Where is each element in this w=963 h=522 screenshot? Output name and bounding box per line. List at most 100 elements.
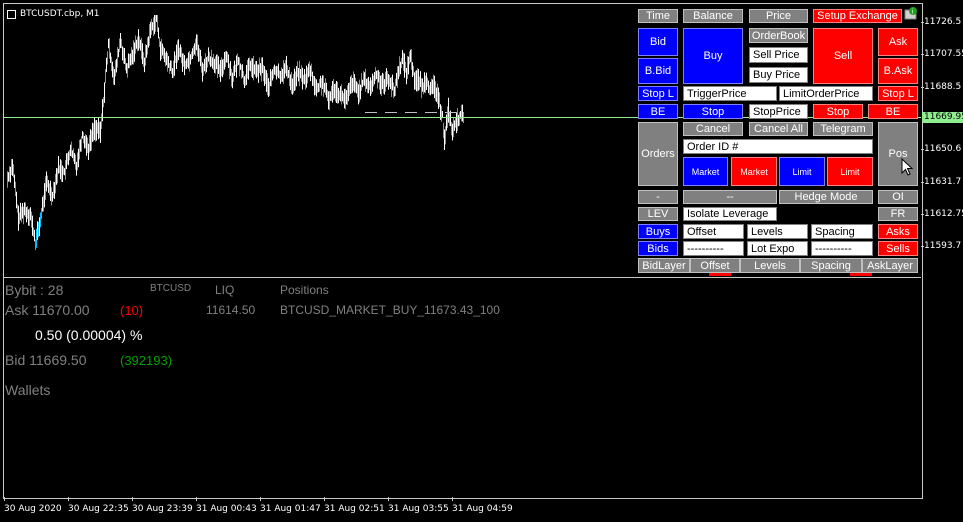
sells-button[interactable]: Sells [878,241,918,256]
offset-layer-button[interactable]: Offset [690,258,740,273]
exchange-status-icon[interactable]: i [904,6,918,20]
x-label: 30 Aug 2020 [4,504,62,514]
sell-price-field[interactable]: Sell Price [749,47,808,63]
x-tick [260,497,261,501]
x-label: 30 Aug 22:35 [68,504,129,514]
levels-field[interactable]: Levels [747,224,808,239]
symbol-label: BTCUSD [150,283,192,294]
trigger-price-field[interactable]: TriggerPrice [683,86,777,101]
x-tick [452,497,453,501]
bid-price: Bid 11669.50 [5,352,87,368]
bid-size: (392193) [120,353,173,368]
stop-buy-button[interactable]: Stop [683,104,743,119]
y-tick [921,149,924,150]
layer-indicator [850,273,872,276]
limit-sell-button[interactable]: Limit [827,157,873,186]
wallets-label: Wallets [5,382,51,398]
ask-size: (10) [120,303,144,318]
x-tick [4,497,5,501]
buys-button[interactable]: Buys [638,224,678,239]
balance-button[interactable]: Balance [683,9,743,23]
chart-icon [7,9,16,19]
ask-button[interactable]: Ask [878,28,918,56]
spread-value: 0.50 (0.00004) % [35,327,143,343]
svg-text:i: i [912,9,914,16]
market-buy-button[interactable]: Market [683,157,728,186]
position-entry[interactable]: BTCUSD_MARKET_BUY_11673.43_100 [280,303,500,317]
liq-header: LIQ [215,283,235,297]
mouse-cursor-icon [901,158,914,176]
x-tick [388,497,389,501]
x-tick [196,497,197,501]
candlestick-series [7,15,464,251]
b-bid-button[interactable]: B.Bid [638,58,678,84]
y-tick [921,22,924,23]
ask-layer-button[interactable]: AskLayer [862,258,918,273]
ask-price: Ask 11670.00 [5,302,90,318]
exchange-label: Bybit : 28 [5,282,64,298]
oi-button[interactable]: OI [878,190,918,204]
b-ask-button[interactable]: B.Ask [878,58,918,84]
y-label: 11726.5 [924,17,962,27]
telegram-button[interactable]: Telegram [813,122,873,136]
stop-l-right-button[interactable]: Stop L [878,86,918,101]
buy-price-field[interactable]: Buy Price [749,67,808,83]
order-id-field[interactable]: Order ID # [683,139,873,154]
x-label: 31 Aug 00:43 [196,504,257,514]
x-label: 31 Aug 04:59 [452,504,513,514]
be-right-button[interactable]: BE [868,104,918,119]
panel-separator [4,277,921,278]
pos-button[interactable]: Pos [878,122,918,186]
setup-exchange-button[interactable]: Setup Exchange [813,9,902,23]
offset-field[interactable]: Offset [683,224,744,239]
orders-button[interactable]: Orders [638,122,678,186]
spacing-layer-button[interactable]: Spacing [800,258,862,273]
liq-value: 11614.50 [206,303,256,317]
lot-expo-field[interactable]: Lot Expo [747,241,808,256]
limit-order-price-field[interactable]: LimitOrderPrice [779,86,873,101]
market-sell-button[interactable]: Market [731,157,777,186]
stop-price-field[interactable]: StopPrice [749,104,808,119]
time-button[interactable]: Time [638,9,678,23]
x-tick [68,497,69,501]
lev-button[interactable]: LEV [638,207,678,221]
orderbook-button[interactable]: OrderBook [749,28,808,43]
bid-layer-button[interactable]: BidLayer [638,258,690,273]
x-label: 31 Aug 03:55 [388,504,449,514]
limit-buy-button[interactable]: Limit [779,157,825,186]
y-tick [921,87,924,88]
layer-indicator [709,273,731,276]
chart-title: BTCUSDT.cbp, M1 [7,9,100,19]
stop-l-left-button[interactable]: Stop L [638,86,678,101]
current-price-tag: 11669.95 [922,112,963,123]
bids-button[interactable]: Bids [638,241,678,256]
y-tick [921,246,924,247]
dash-button[interactable]: -- [683,190,777,204]
hedge-mode-button[interactable]: Hedge Mode [779,190,873,204]
y-label: 11650.6 [924,144,962,154]
spacing-field[interactable]: Spacing [811,224,873,239]
y-tick [921,182,924,183]
y-label: 11612.75 [924,209,963,219]
asks-button[interactable]: Asks [878,224,918,239]
price-button[interactable]: Price [749,9,808,23]
positions-header: Positions [280,283,329,297]
fr-button[interactable]: FR [878,207,918,221]
sell-button[interactable]: Sell [813,28,873,84]
x-label: 30 Aug 23:39 [132,504,193,514]
stop-sell-button[interactable]: Stop [813,104,863,119]
dashes-field-1[interactable]: ---------- [683,241,744,256]
cancel-all-button[interactable]: Cancel All [749,122,808,136]
be-left-button[interactable]: BE [638,104,678,119]
y-tick [921,54,924,55]
buy-button[interactable]: Buy [683,28,743,84]
minus-button[interactable]: - [638,190,678,204]
cancel-button[interactable]: Cancel [683,122,743,136]
dashes-field-2[interactable]: ---------- [811,241,873,256]
isolate-leverage-field[interactable]: Isolate Leverage [683,207,777,221]
bid-button[interactable]: Bid [638,28,678,56]
y-label: 11688.5 [924,82,962,92]
levels-layer-button[interactable]: Levels [740,258,800,273]
x-label: 31 Aug 02:51 [324,504,385,514]
